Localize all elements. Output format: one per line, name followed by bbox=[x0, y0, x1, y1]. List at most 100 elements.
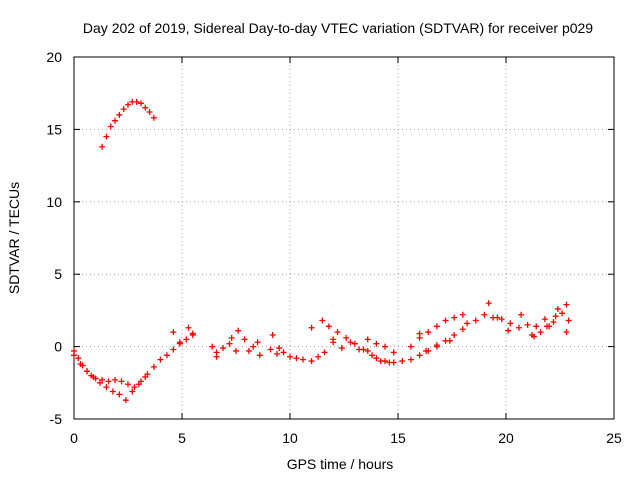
data-point bbox=[518, 311, 525, 318]
plot-frame bbox=[73, 56, 615, 420]
data-point bbox=[351, 340, 358, 347]
data-point bbox=[185, 324, 192, 331]
data-point bbox=[256, 352, 263, 359]
data-point bbox=[276, 345, 283, 352]
data-point bbox=[505, 327, 512, 334]
data-point bbox=[515, 324, 522, 331]
data-point bbox=[75, 355, 82, 362]
data-point bbox=[116, 391, 123, 398]
data-point bbox=[142, 104, 149, 111]
grid bbox=[74, 57, 614, 419]
data-point bbox=[319, 317, 326, 324]
y-tick-labels: -5 0 5 10 15 20 bbox=[46, 49, 62, 427]
data-point bbox=[129, 388, 136, 395]
data-point bbox=[150, 363, 157, 370]
data-point bbox=[334, 329, 341, 336]
data-point bbox=[507, 320, 514, 327]
data-point bbox=[135, 381, 142, 388]
data-point bbox=[267, 346, 274, 353]
data-point bbox=[125, 101, 131, 108]
data-point bbox=[425, 329, 432, 336]
data-point bbox=[386, 359, 393, 366]
data-point bbox=[446, 337, 453, 344]
data-point bbox=[209, 343, 216, 350]
data-point bbox=[105, 378, 112, 385]
data-point bbox=[280, 349, 287, 356]
data-point bbox=[150, 114, 157, 121]
data-point bbox=[550, 318, 557, 325]
data-point bbox=[559, 310, 566, 317]
data-point bbox=[109, 388, 116, 395]
data-point bbox=[137, 100, 144, 107]
data-point bbox=[338, 345, 345, 352]
data-point bbox=[96, 379, 103, 386]
data-point bbox=[498, 316, 505, 323]
axis-ticks bbox=[73, 56, 615, 420]
data-point bbox=[293, 355, 300, 362]
data-point bbox=[125, 381, 131, 388]
data-point bbox=[157, 356, 164, 363]
data-point bbox=[343, 334, 350, 341]
x-tick-label: 15 bbox=[390, 430, 406, 446]
data-point bbox=[459, 311, 466, 318]
x-tick-label: 5 bbox=[178, 430, 186, 446]
data-point bbox=[423, 347, 430, 354]
data-point bbox=[213, 353, 220, 360]
data-point bbox=[133, 98, 140, 105]
data-point bbox=[407, 343, 414, 350]
data-point bbox=[122, 397, 129, 404]
data-point bbox=[146, 109, 153, 116]
x-tick-label: 25 bbox=[606, 430, 622, 446]
data-point bbox=[459, 326, 466, 333]
data-point bbox=[377, 358, 384, 365]
data-point bbox=[228, 334, 235, 341]
data-point bbox=[563, 329, 570, 336]
x-tick-labels: 0 5 10 15 20 25 bbox=[70, 430, 622, 446]
data-point bbox=[451, 332, 458, 339]
data-point bbox=[347, 339, 354, 346]
data-point bbox=[407, 356, 414, 363]
data-point bbox=[274, 350, 281, 357]
data-point bbox=[103, 133, 110, 140]
data-point bbox=[364, 347, 371, 354]
data-point bbox=[90, 374, 97, 381]
data-point bbox=[416, 330, 423, 337]
data-point bbox=[563, 301, 570, 308]
data-point bbox=[537, 329, 544, 336]
data-point bbox=[464, 320, 471, 327]
data-point bbox=[552, 313, 559, 320]
data-point bbox=[287, 353, 293, 360]
data-point bbox=[176, 339, 183, 346]
data-point bbox=[226, 340, 233, 347]
data-point bbox=[142, 374, 149, 381]
data-point bbox=[299, 356, 306, 363]
data-point bbox=[308, 324, 315, 331]
data-point bbox=[308, 358, 315, 365]
y-tick-label: -5 bbox=[50, 411, 63, 427]
data-point bbox=[235, 327, 242, 334]
data-point bbox=[170, 346, 177, 353]
data-point bbox=[364, 336, 371, 343]
data-marks bbox=[71, 98, 572, 404]
data-point bbox=[118, 378, 125, 385]
data-point bbox=[399, 358, 406, 365]
y-tick-label: 0 bbox=[54, 339, 62, 355]
x-axis-title: GPS time / hours bbox=[287, 456, 394, 472]
chart-title: Day 202 of 2019, Sidereal Day-to-day VTE… bbox=[83, 20, 593, 36]
data-point bbox=[533, 323, 540, 330]
data-point bbox=[103, 384, 110, 391]
data-point bbox=[107, 123, 114, 130]
data-point bbox=[170, 329, 177, 336]
data-point bbox=[433, 323, 440, 330]
data-point bbox=[120, 106, 127, 113]
data-point bbox=[112, 376, 119, 383]
y-tick-label: 15 bbox=[46, 121, 62, 137]
data-point bbox=[373, 355, 380, 362]
y-tick-label: 20 bbox=[46, 49, 62, 65]
data-point bbox=[233, 347, 239, 354]
data-point bbox=[245, 347, 252, 354]
data-point bbox=[554, 305, 561, 312]
data-point bbox=[416, 352, 423, 359]
data-point bbox=[77, 360, 84, 367]
